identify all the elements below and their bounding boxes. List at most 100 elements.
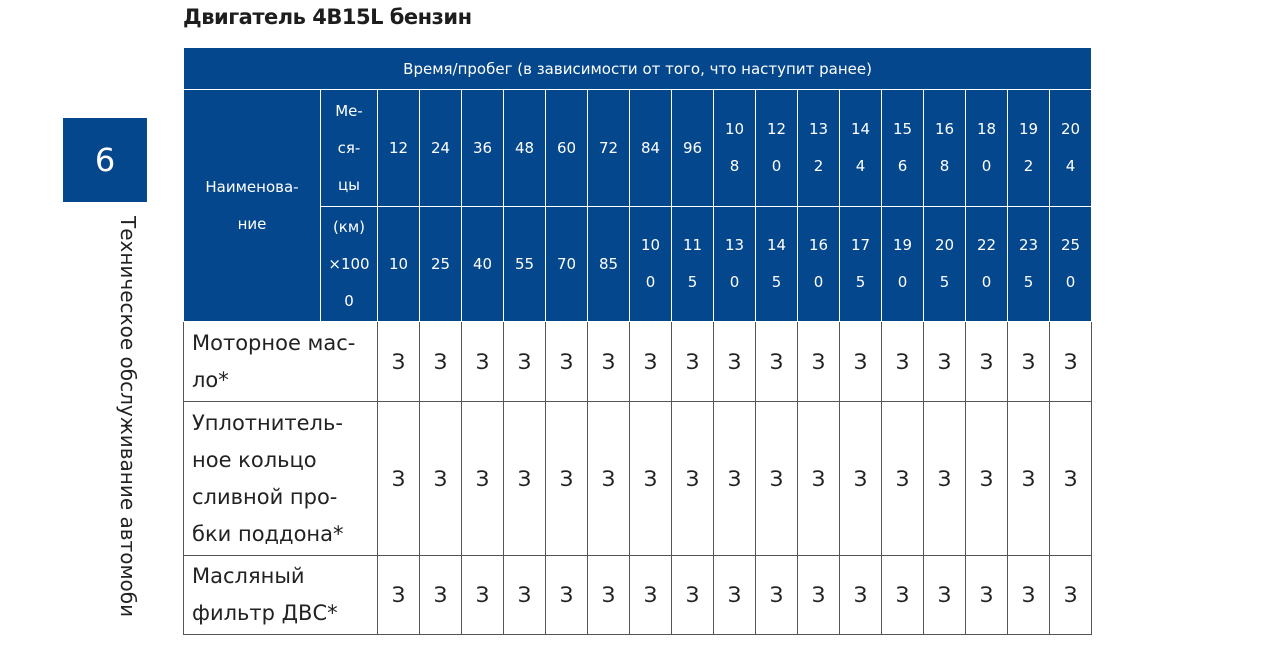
cell-line: фильтр ДВС* [192,601,338,625]
cell-line: 25 [430,254,451,273]
cell-line: 12 [388,138,409,157]
table-row: Уплотнитель-ное кольцо сливной про-бки по… [183,401,1093,556]
maintenance-table: Время/пробег (в зависимости от того, что… [182,47,1093,635]
cell-line: 5 [687,273,698,291]
cell-line: 2 [1023,157,1034,175]
cell-line: 18 [976,120,997,138]
item-name: Моторное мас-ло* [183,321,378,402]
month-cell: 19 2 [1007,89,1050,207]
cell-line: 20 [1061,120,1081,138]
interval-value: З [839,321,882,402]
interval-value: З [923,401,966,556]
month-cell: 14 4 [839,89,882,207]
cell-line: ся- [337,138,361,157]
cell-line: 70 [556,254,577,273]
km-cell: 55 [503,206,546,322]
cell-line: 10 [640,236,661,254]
chapter-number: 6 [94,141,116,179]
chapter-number-badge: 6 [63,118,147,202]
cell-line: ×100 [328,254,370,273]
interval-value: З [545,321,588,402]
cell-line: 20 [934,236,955,254]
interval-value: З [671,555,714,635]
cell-line: 40 [472,254,493,273]
table-body: Моторное мас-ло* З З З З З З З З З З З З З З З З З Уплотни… [183,321,1093,635]
interval-value: З [713,321,756,402]
cell-line: (км) [332,217,366,236]
km-cell: 10 [377,206,420,322]
month-cell: 20 4 [1048,89,1093,207]
km-cell: 16 0 [797,206,840,322]
km-cell: 23 5 [1007,206,1050,322]
interval-value: З [587,555,630,635]
header-row-span: Время/пробег (в зависимости от того, что… [182,47,1093,90]
month-cell: 16 8 [923,89,966,207]
month-cell: 72 [587,89,630,207]
interval-value: З [713,555,756,635]
cell-line: 4 [855,157,866,175]
km-cell: 13 0 [713,206,756,322]
cell-line: ное кольцо [192,447,317,472]
interval-value: З [1007,321,1050,402]
month-cell: 13 2 [797,89,840,207]
cell-line: 8 [729,157,740,175]
km-cell: 14 5 [755,206,798,322]
month-cell: 12 [377,89,420,207]
interval-value: З [671,401,714,556]
interval-value: З [671,321,714,402]
cell-line: 16 [808,236,829,254]
cell-line: 84 [640,138,661,157]
month-cell: 96 [671,89,714,207]
cell-line: ние [237,214,267,233]
interval-value: З [629,555,672,635]
month-cell: 60 [545,89,588,207]
item-name: Масляный фильтр ДВС* [183,555,378,635]
interval-value: З [881,321,924,402]
month-cell: 36 [461,89,504,207]
km-cell: 11 5 [671,206,714,322]
interval-value: З [545,401,588,556]
interval-value: З [1007,555,1050,635]
interval-value: З [377,321,420,402]
interval-value: З [587,321,630,402]
cell-line: 0 [981,157,992,175]
interval-value: З [755,555,798,635]
cell-line: 0 [1065,273,1076,291]
cell-line: Моторное мас- [192,330,356,355]
interval-value: З [797,401,840,556]
cell-line: 0 [897,273,908,291]
cell-line: 55 [514,254,535,273]
cell-line: 19 [1018,120,1039,138]
interval-value: З [1007,401,1050,556]
interval-value: З [713,401,756,556]
interval-value: З [377,401,420,556]
km-row: (км) ×100 0 10 25 40 55 70 85 10 0 11 5 13 0 14 5 16 0 17 5… [184,206,1093,322]
cell-line: 13 [724,236,745,254]
cell-line: 60 [556,138,577,157]
month-cell: 12 0 [755,89,798,207]
interval-value: З [419,401,462,556]
table-row: Масляный фильтр ДВС* З З З З З З З З З З З З З З З З З [183,555,1093,635]
cell-line: 12 [766,120,787,138]
interval-value: З [503,401,546,556]
interval-value: З [923,321,966,402]
cell-line: 4 [1065,157,1076,175]
cell-line: Масляный [192,564,305,588]
interval-value: З [419,555,462,635]
cell-line: 10 [724,120,745,138]
cell-line: 8 [939,157,950,175]
interval-value: З [797,555,840,635]
interval-value: З [881,555,924,635]
km-cell: 25 0 [1048,206,1093,322]
cell-line: 25 [1061,236,1081,254]
cell-line: 13 [808,120,829,138]
cell-line: Уплотнитель- [192,410,343,435]
cell-line: ло* [192,367,229,392]
km-cell: 22 0 [965,206,1008,322]
interval-value: З [629,321,672,402]
name-header: Наименова-ние [183,89,321,322]
cell-line: 11 [682,236,703,254]
month-cell: 84 [629,89,672,207]
cell-line: 0 [981,273,992,291]
km-cell: 10 0 [629,206,672,322]
